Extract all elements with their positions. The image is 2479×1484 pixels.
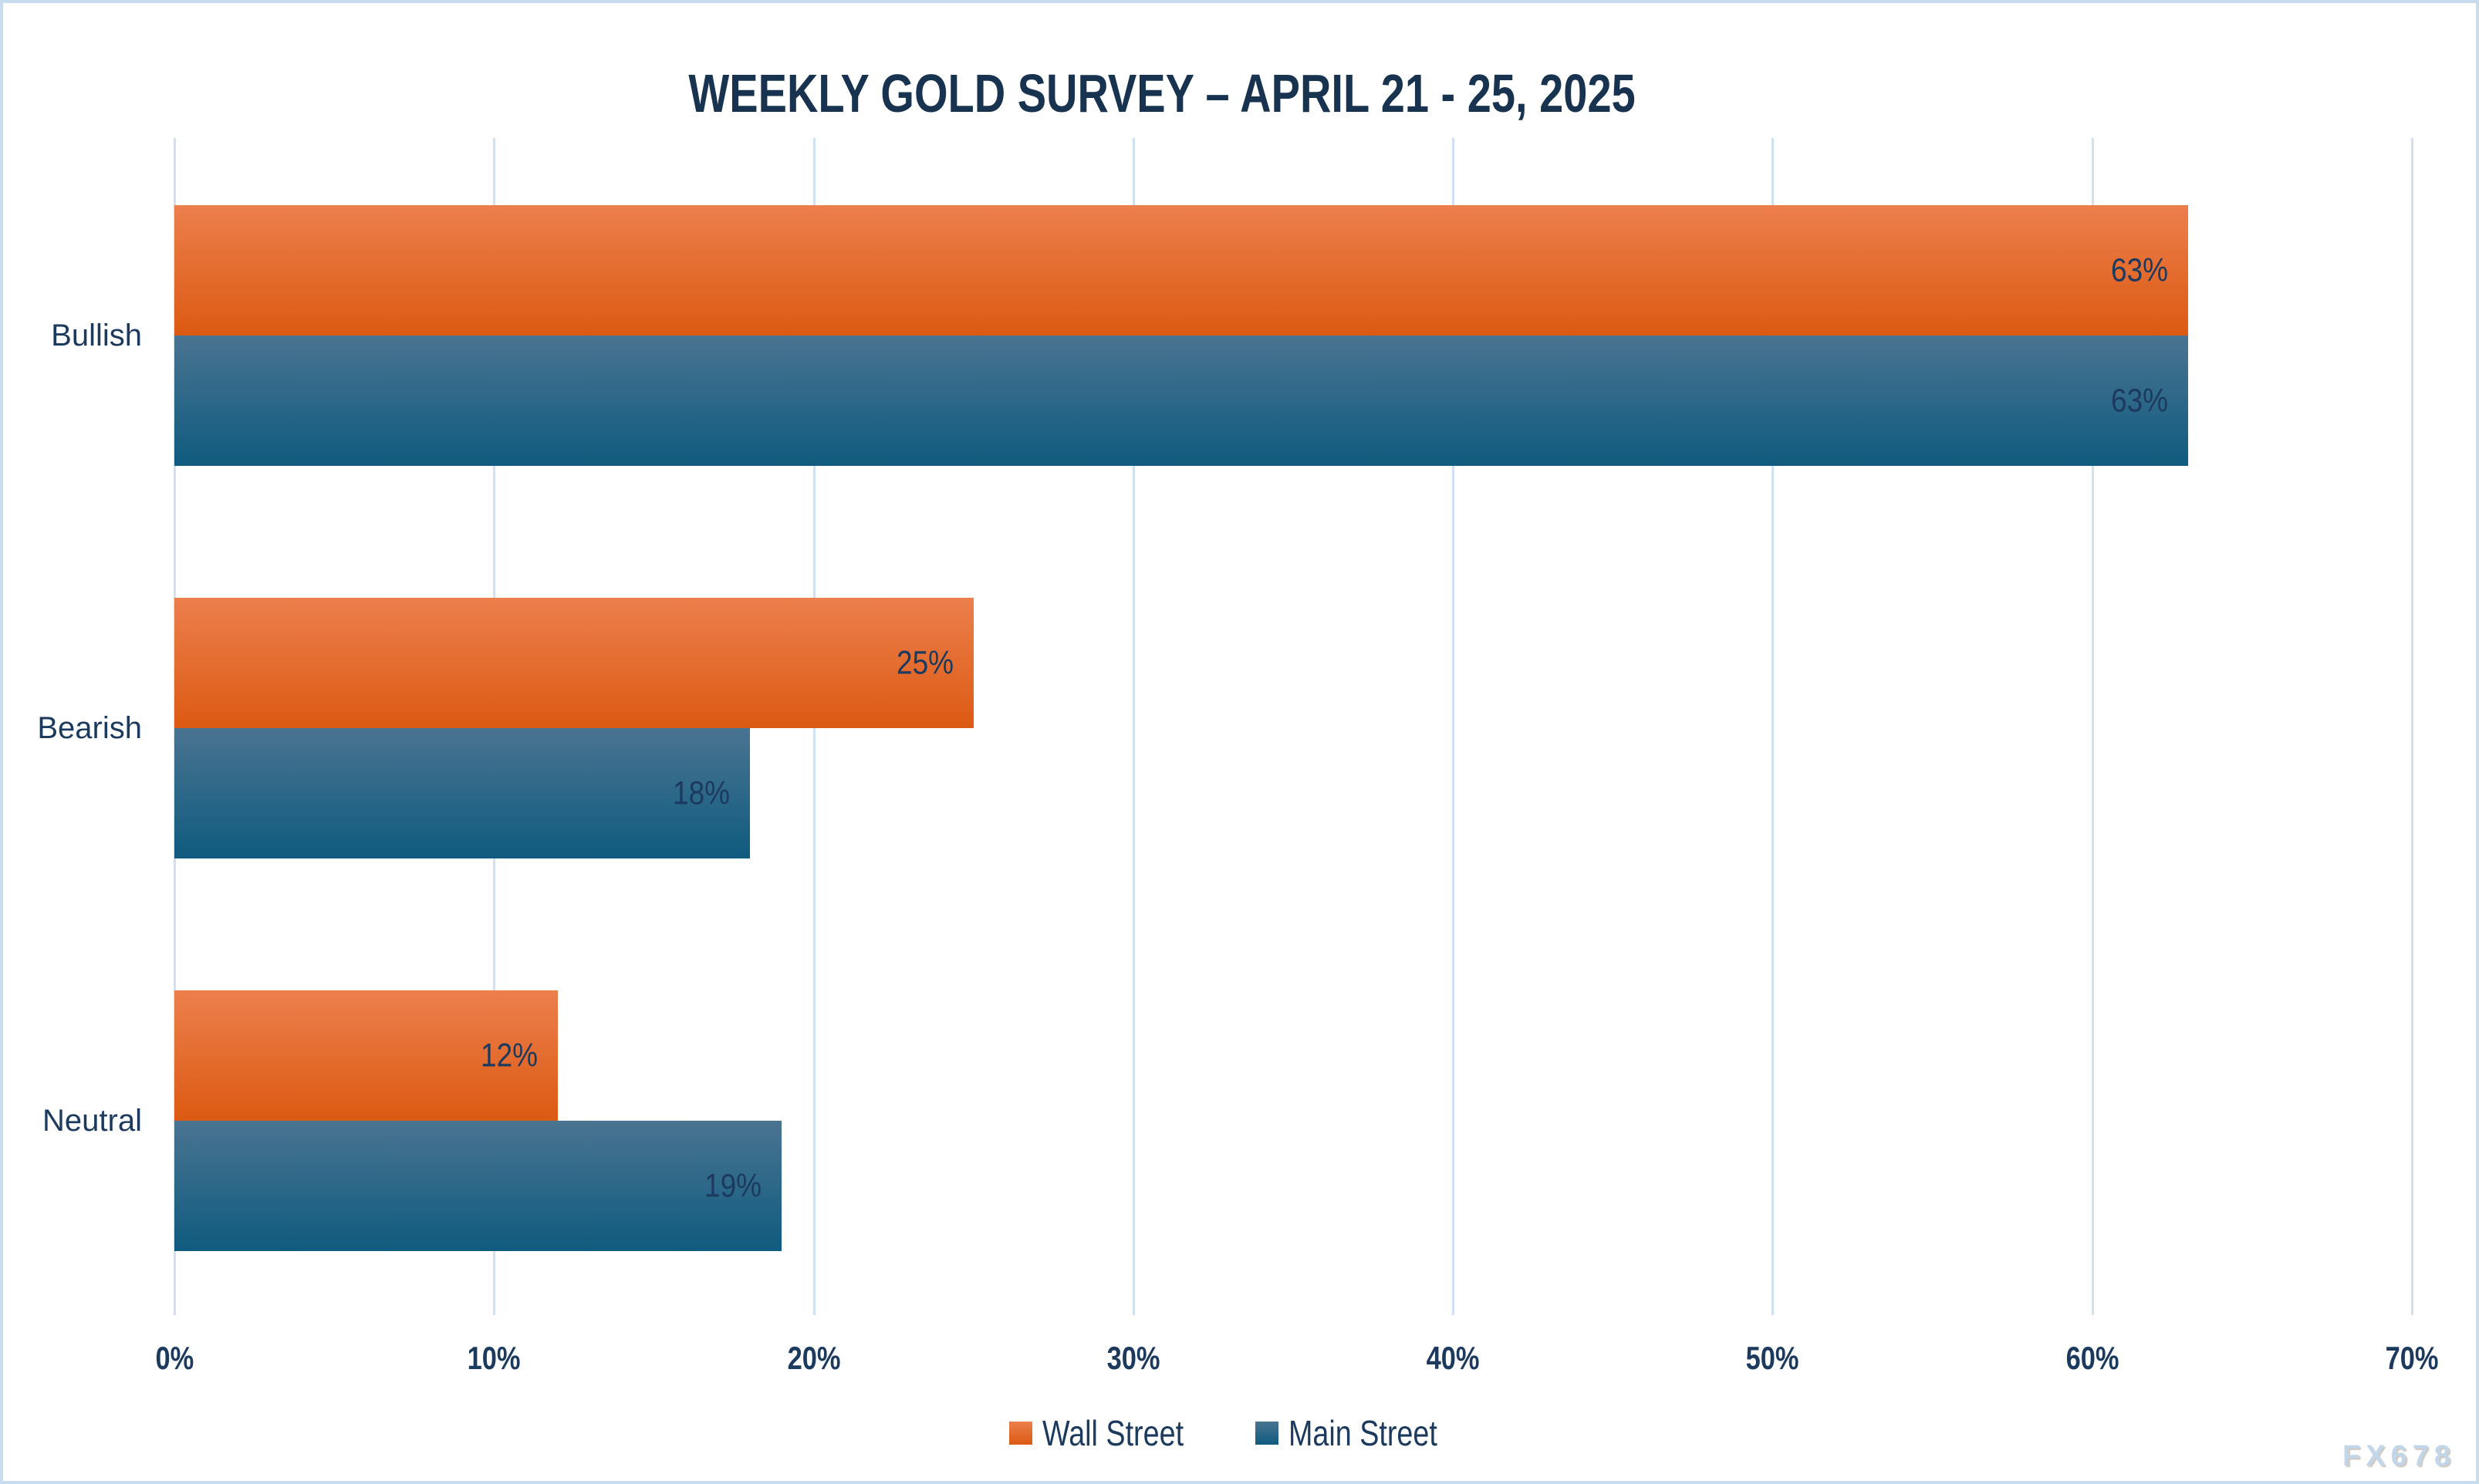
bar-main-street-bearish: 18% — [174, 728, 750, 858]
bar-value-label: 18% — [672, 774, 730, 811]
x-tick-20-: 20% — [729, 1337, 899, 1380]
legend: Wall Street Main Street — [3, 1412, 2476, 1454]
x-tick-0-: 0% — [90, 1337, 259, 1380]
x-tick-70-: 70% — [2327, 1337, 2476, 1380]
legend-item-main-street: Main Street — [1255, 1412, 1470, 1454]
category-label-neutral: Neutral — [42, 1104, 142, 1138]
bar-main-street-neutral: 19% — [174, 1121, 782, 1251]
x-tick-60-: 60% — [2008, 1337, 2177, 1380]
legend-label-wall-street: Wall Street — [1042, 1413, 1184, 1453]
bar-main-street-bullish: 63% — [174, 336, 2188, 466]
chart-title-text: WEEKLY GOLD SURVEY – APRIL 21 - 25, 2025 — [688, 63, 1636, 123]
x-tick-10-: 10% — [409, 1337, 579, 1380]
legend-item-wall-street: Wall Street — [1009, 1412, 1214, 1454]
plot-area: 63% 63% 25% 18% 12% 19% 0% 10% 20% 30% 40% 50% 60% 7… — [155, 138, 2438, 1376]
x-tick-label: 0% — [155, 1340, 194, 1376]
x-tick-label: 20% — [787, 1340, 841, 1376]
bar-value-label: 63% — [2110, 382, 2168, 419]
x-tick-label: 60% — [2065, 1340, 2119, 1376]
gridline-40- — [1452, 138, 1455, 1315]
legend-label-main-street: Main Street — [1288, 1413, 1437, 1453]
bar-value-label: 19% — [704, 1167, 762, 1204]
bar-value-label: 63% — [2110, 251, 2168, 288]
category-label-bearish: Bearish — [37, 711, 142, 745]
bar-value-label: 12% — [481, 1037, 539, 1074]
legend-swatch-wall-street — [1009, 1422, 1033, 1445]
x-tick-label: 70% — [2385, 1340, 2439, 1376]
category-label-bullish: Bullish — [51, 319, 142, 352]
x-tick-40-: 40% — [1368, 1337, 1538, 1380]
x-tick-50-: 50% — [1687, 1337, 1857, 1380]
bar-wall-street-bullish: 63% — [174, 205, 2188, 336]
x-tick-label: 40% — [1426, 1340, 1480, 1376]
x-tick-label: 50% — [1745, 1340, 1799, 1376]
gridline-70- — [2411, 138, 2413, 1315]
x-tick-30-: 30% — [1049, 1337, 1218, 1380]
gridline-30- — [1132, 138, 1135, 1315]
x-tick-label: 10% — [467, 1340, 521, 1376]
x-tick-label: 30% — [1106, 1340, 1160, 1376]
gridline-50- — [1771, 138, 1775, 1315]
chart-title: WEEKLY GOLD SURVEY – APRIL 21 - 25, 2025 — [3, 60, 2321, 126]
gridline-60- — [2091, 138, 2094, 1315]
bar-value-label: 25% — [896, 644, 954, 681]
bar-wall-street-bearish: 25% — [174, 598, 974, 728]
bar-wall-street-neutral: 12% — [174, 990, 559, 1121]
watermark: FX678 — [2342, 1440, 2456, 1472]
legend-swatch-main-street — [1255, 1422, 1278, 1445]
